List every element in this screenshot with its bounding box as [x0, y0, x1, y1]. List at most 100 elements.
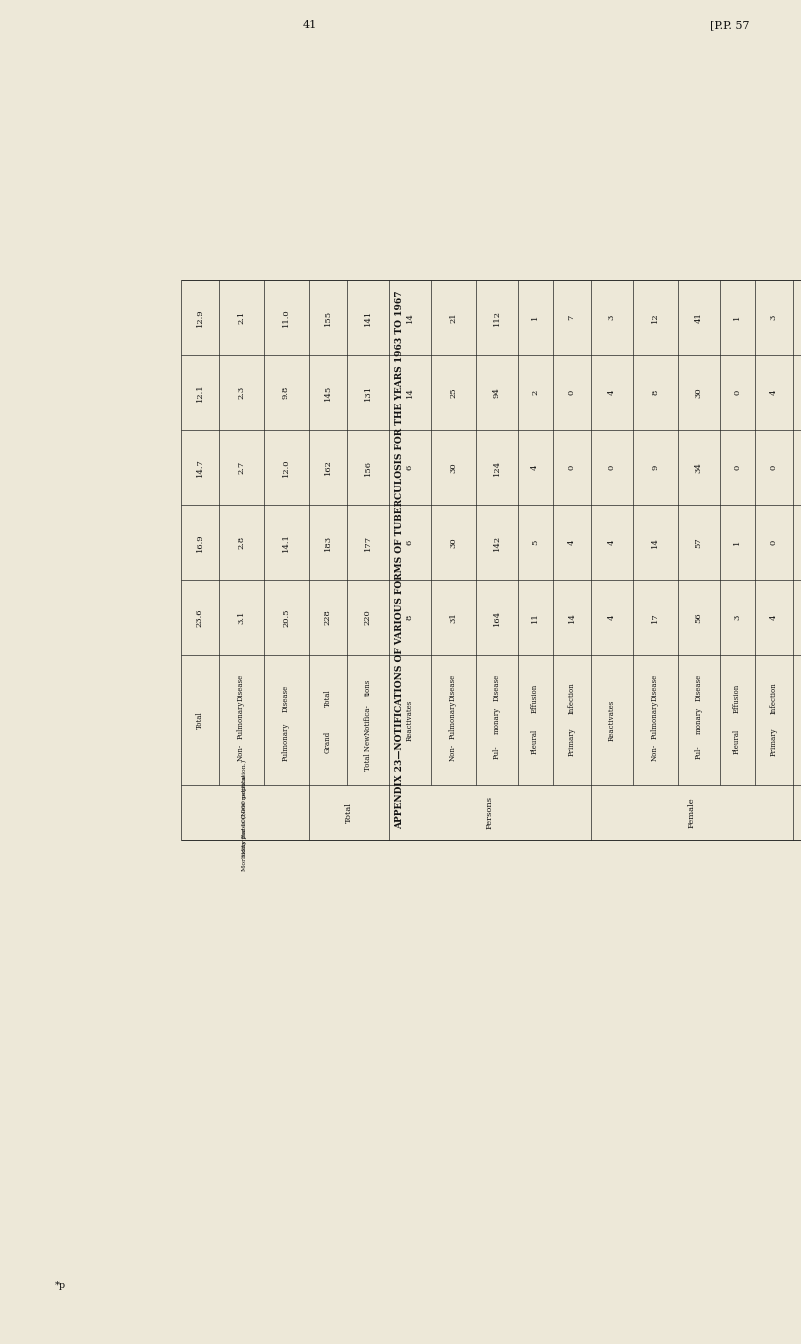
- Text: Effusion: Effusion: [531, 684, 539, 712]
- Text: 4: 4: [607, 614, 615, 620]
- Text: 41: 41: [694, 312, 702, 323]
- Text: 4: 4: [607, 540, 615, 546]
- Text: 3: 3: [733, 614, 741, 620]
- Text: 142: 142: [493, 535, 501, 551]
- Text: 4: 4: [607, 390, 615, 395]
- Text: 14: 14: [405, 312, 413, 323]
- Text: Pul-: Pul-: [493, 746, 501, 759]
- Text: Non-: Non-: [237, 743, 245, 761]
- Text: 131: 131: [364, 384, 372, 401]
- Text: 56: 56: [694, 612, 702, 622]
- Text: 23.6: 23.6: [195, 609, 203, 626]
- Text: tions per 100,000 population.): tions per 100,000 population.): [242, 759, 248, 856]
- Text: 16.9: 16.9: [195, 534, 203, 552]
- Text: 20.5: 20.5: [282, 609, 290, 626]
- Text: 8: 8: [405, 614, 413, 620]
- Text: Total: Total: [324, 689, 332, 707]
- Text: Reactivates: Reactivates: [405, 699, 413, 741]
- Text: Reactivates: Reactivates: [607, 699, 615, 741]
- Text: Total New: Total New: [364, 734, 372, 770]
- Text: Female: Female: [687, 797, 695, 828]
- Text: 9: 9: [651, 465, 659, 470]
- Text: 112: 112: [493, 309, 501, 325]
- Text: monary: monary: [694, 707, 702, 734]
- Text: Total: Total: [195, 711, 203, 728]
- Text: 4: 4: [531, 465, 539, 470]
- Text: 94: 94: [493, 387, 501, 398]
- Text: APPENDIX 23—NOTIFICATIONS OF VARIOUS FORMS OF TUBERCULOSIS FOR THE YEARS 1963 TO: APPENDIX 23—NOTIFICATIONS OF VARIOUS FOR…: [396, 290, 405, 829]
- Text: 6: 6: [405, 465, 413, 470]
- Text: 0: 0: [567, 390, 575, 395]
- Text: Morbidity Rates (New notifica-: Morbidity Rates (New notifica-: [242, 774, 248, 871]
- Text: 2: 2: [531, 390, 539, 395]
- Text: 177: 177: [364, 535, 372, 551]
- Text: 14.7: 14.7: [195, 458, 203, 477]
- Text: monary: monary: [493, 707, 501, 734]
- Text: 6: 6: [405, 540, 413, 546]
- Text: Pulmonary: Pulmonary: [237, 700, 245, 739]
- Text: Grand: Grand: [324, 731, 332, 753]
- Text: 141: 141: [364, 309, 372, 325]
- Text: 57: 57: [694, 538, 702, 548]
- Text: 162: 162: [324, 460, 332, 476]
- Text: 12.1: 12.1: [195, 383, 203, 402]
- Text: Disease: Disease: [694, 673, 702, 702]
- Text: Notifica-: Notifica-: [364, 704, 372, 735]
- Text: 4: 4: [770, 390, 778, 395]
- Text: Infection: Infection: [567, 683, 575, 714]
- Text: 14: 14: [567, 612, 575, 622]
- Text: 4: 4: [567, 540, 575, 546]
- Text: 155: 155: [324, 309, 332, 325]
- Text: Disease: Disease: [651, 673, 659, 702]
- Text: Pulmonary: Pulmonary: [282, 723, 290, 761]
- Text: 2.1: 2.1: [237, 310, 245, 324]
- Text: 4: 4: [770, 614, 778, 620]
- Text: 14.1: 14.1: [282, 534, 290, 552]
- Text: 2.7: 2.7: [237, 461, 245, 474]
- Text: 12.9: 12.9: [195, 308, 203, 327]
- Text: Persons: Persons: [485, 796, 493, 829]
- Text: 2.8: 2.8: [237, 536, 245, 550]
- Text: Effusion: Effusion: [733, 684, 741, 712]
- Text: 30: 30: [449, 462, 457, 473]
- Text: 0: 0: [733, 390, 741, 395]
- Text: 17: 17: [651, 612, 659, 622]
- Text: Pleural: Pleural: [733, 728, 741, 754]
- Text: 31: 31: [449, 612, 457, 622]
- Text: 11: 11: [531, 612, 539, 622]
- Text: 0: 0: [770, 465, 778, 470]
- Text: 11.0: 11.0: [282, 308, 290, 327]
- Text: Pulmonary: Pulmonary: [449, 700, 457, 739]
- Text: 34: 34: [694, 462, 702, 473]
- Text: 145: 145: [324, 384, 332, 401]
- Text: 14: 14: [651, 538, 659, 548]
- Text: Disease: Disease: [282, 684, 290, 712]
- Text: Pleural: Pleural: [531, 728, 539, 754]
- Text: 228: 228: [324, 610, 332, 625]
- Text: 3: 3: [770, 314, 778, 320]
- Text: Disease: Disease: [237, 673, 245, 702]
- Text: Total: Total: [344, 802, 352, 823]
- Text: 2.3: 2.3: [237, 386, 245, 399]
- Text: 8: 8: [651, 390, 659, 395]
- Text: Infection: Infection: [770, 683, 778, 714]
- Text: 0: 0: [567, 465, 575, 470]
- Text: 12: 12: [651, 312, 659, 323]
- Text: 156: 156: [364, 460, 372, 476]
- Text: 9.8: 9.8: [282, 386, 290, 399]
- Text: Pul-: Pul-: [694, 746, 702, 759]
- Text: 12.0: 12.0: [282, 458, 290, 477]
- Text: Primary: Primary: [770, 727, 778, 755]
- Text: 1: 1: [531, 314, 539, 320]
- Text: 0: 0: [770, 540, 778, 546]
- Text: Non-: Non-: [651, 743, 659, 761]
- Text: 25: 25: [449, 387, 457, 398]
- Text: 30: 30: [449, 538, 457, 548]
- Text: 220: 220: [364, 610, 372, 625]
- Text: Non-: Non-: [449, 743, 457, 761]
- Text: 41: 41: [303, 20, 317, 30]
- Text: 3: 3: [607, 314, 615, 320]
- Text: 1: 1: [733, 314, 741, 320]
- Text: 164: 164: [493, 609, 501, 625]
- Text: Pulmonary: Pulmonary: [651, 700, 659, 739]
